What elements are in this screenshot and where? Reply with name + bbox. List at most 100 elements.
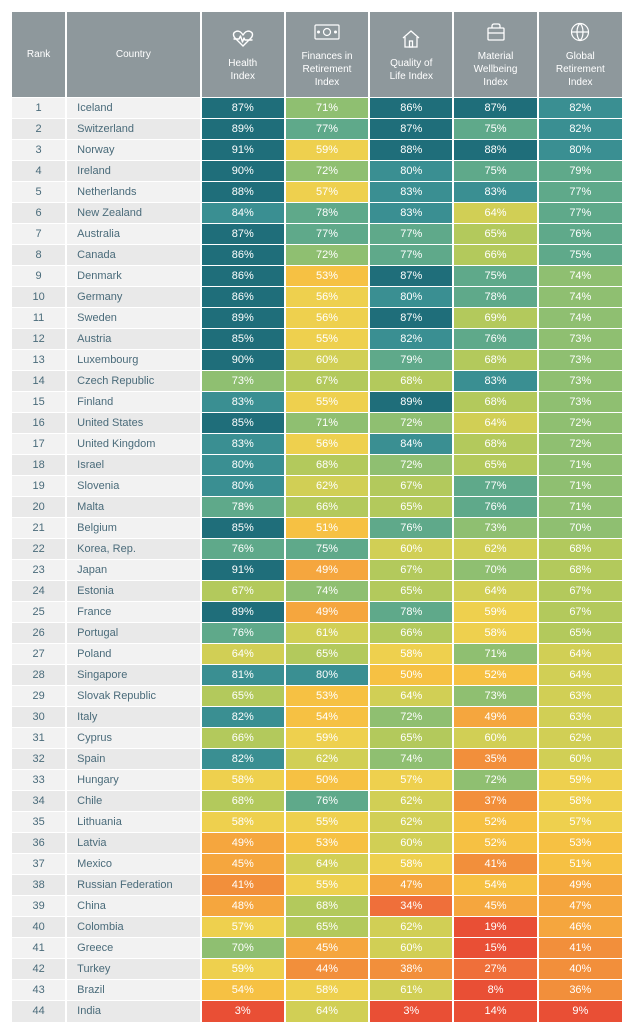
value-cell: 73% <box>538 371 622 392</box>
value-cell: 9% <box>538 1001 622 1022</box>
value-cell: 67% <box>201 581 285 602</box>
value-cell: 84% <box>369 434 453 455</box>
value-cell: 64% <box>453 581 537 602</box>
value-cell: 62% <box>538 728 622 749</box>
table-header: Rank Country HealthIndex <box>12 12 622 98</box>
value-cell: 68% <box>453 434 537 455</box>
value-cell: 83% <box>201 434 285 455</box>
value-cell: 73% <box>538 329 622 350</box>
value-cell: 59% <box>201 959 285 980</box>
table-row: 7Australia87%77%77%65%76% <box>12 224 622 245</box>
value-cell: 71% <box>538 476 622 497</box>
header-finances: Finances inRetirementIndex <box>285 12 369 98</box>
country-cell: Slovak Republic <box>66 686 200 707</box>
value-cell: 63% <box>538 707 622 728</box>
country-cell: Israel <box>66 455 200 476</box>
rank-cell: 38 <box>12 875 66 896</box>
value-cell: 64% <box>201 644 285 665</box>
rank-cell: 40 <box>12 917 66 938</box>
value-cell: 65% <box>453 224 537 245</box>
table-row: 18Israel80%68%72%65%71% <box>12 455 622 476</box>
value-cell: 52% <box>453 812 537 833</box>
value-cell: 83% <box>369 182 453 203</box>
value-cell: 71% <box>285 413 369 434</box>
value-cell: 65% <box>538 623 622 644</box>
country-cell: Belgium <box>66 518 200 539</box>
value-cell: 80% <box>538 140 622 161</box>
value-cell: 79% <box>538 161 622 182</box>
value-cell: 56% <box>285 434 369 455</box>
table-row: 23Japan91%49%67%70%68% <box>12 560 622 581</box>
value-cell: 49% <box>453 707 537 728</box>
table-row: 31Cyprus66%59%65%60%62% <box>12 728 622 749</box>
rank-cell: 23 <box>12 560 66 581</box>
value-cell: 51% <box>285 518 369 539</box>
value-cell: 64% <box>453 413 537 434</box>
value-cell: 66% <box>201 728 285 749</box>
value-cell: 90% <box>201 350 285 371</box>
rank-cell: 9 <box>12 266 66 287</box>
value-cell: 69% <box>453 308 537 329</box>
value-cell: 65% <box>369 728 453 749</box>
value-cell: 68% <box>538 539 622 560</box>
value-cell: 72% <box>538 413 622 434</box>
value-cell: 72% <box>369 455 453 476</box>
rank-cell: 4 <box>12 161 66 182</box>
value-cell: 67% <box>285 371 369 392</box>
value-cell: 74% <box>538 266 622 287</box>
value-cell: 64% <box>369 686 453 707</box>
quality-of-life-icon <box>374 27 448 51</box>
value-cell: 53% <box>285 833 369 854</box>
value-cell: 70% <box>453 560 537 581</box>
value-cell: 62% <box>369 917 453 938</box>
value-cell: 72% <box>369 413 453 434</box>
rank-cell: 32 <box>12 749 66 770</box>
rank-cell: 35 <box>12 812 66 833</box>
value-cell: 58% <box>201 770 285 791</box>
value-cell: 80% <box>369 161 453 182</box>
value-cell: 74% <box>285 581 369 602</box>
header-rank: Rank <box>12 12 66 98</box>
value-cell: 49% <box>285 602 369 623</box>
rank-cell: 29 <box>12 686 66 707</box>
value-cell: 77% <box>369 224 453 245</box>
table-row: 41Greece70%45%60%15%41% <box>12 938 622 959</box>
rank-cell: 30 <box>12 707 66 728</box>
rank-cell: 1 <box>12 98 66 119</box>
value-cell: 87% <box>369 266 453 287</box>
country-cell: Finland <box>66 392 200 413</box>
table-row: 26Portugal76%61%66%58%65% <box>12 623 622 644</box>
country-cell: Lithuania <box>66 812 200 833</box>
value-cell: 86% <box>369 98 453 119</box>
value-cell: 67% <box>538 602 622 623</box>
table-row: 32Spain82%62%74%35%60% <box>12 749 622 770</box>
value-cell: 72% <box>285 161 369 182</box>
value-cell: 76% <box>538 224 622 245</box>
value-cell: 41% <box>201 875 285 896</box>
value-cell: 82% <box>538 98 622 119</box>
value-cell: 49% <box>538 875 622 896</box>
rank-cell: 7 <box>12 224 66 245</box>
header-material-label: MaterialWellbeingIndex <box>458 50 532 89</box>
rank-cell: 5 <box>12 182 66 203</box>
value-cell: 83% <box>369 203 453 224</box>
value-cell: 58% <box>369 644 453 665</box>
country-cell: Iceland <box>66 98 200 119</box>
value-cell: 44% <box>285 959 369 980</box>
value-cell: 73% <box>538 350 622 371</box>
value-cell: 60% <box>369 938 453 959</box>
value-cell: 87% <box>453 98 537 119</box>
value-cell: 64% <box>453 203 537 224</box>
country-cell: Russian Federation <box>66 875 200 896</box>
table-row: 28Singapore81%80%50%52%64% <box>12 665 622 686</box>
value-cell: 68% <box>453 392 537 413</box>
rank-cell: 10 <box>12 287 66 308</box>
value-cell: 54% <box>201 980 285 1001</box>
value-cell: 76% <box>201 539 285 560</box>
value-cell: 65% <box>201 686 285 707</box>
rank-cell: 15 <box>12 392 66 413</box>
value-cell: 53% <box>538 833 622 854</box>
health-icon <box>206 27 280 51</box>
country-cell: Switzerland <box>66 119 200 140</box>
value-cell: 50% <box>285 770 369 791</box>
